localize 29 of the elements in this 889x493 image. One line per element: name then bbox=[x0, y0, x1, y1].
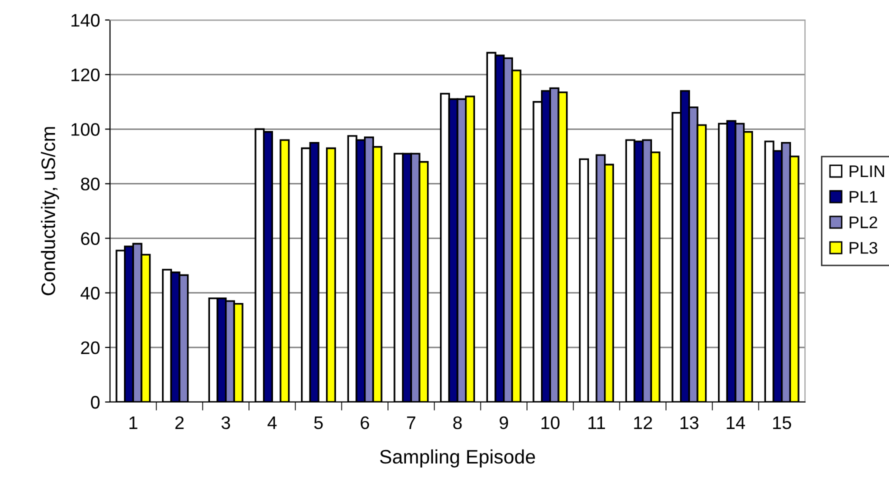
y-tick-label: 40 bbox=[80, 286, 100, 300]
x-tick-label: 13 bbox=[680, 416, 698, 430]
y-tick-label: 120 bbox=[72, 68, 100, 82]
x-tick-label: 3 bbox=[222, 416, 230, 430]
x-tick-label: 9 bbox=[500, 416, 508, 430]
x-tick-label: 5 bbox=[314, 416, 323, 430]
x-tick-label: 12 bbox=[634, 416, 652, 429]
y-tick-label: 140 bbox=[72, 14, 100, 27]
x-tick-label: 2 bbox=[175, 416, 184, 429]
y-tick-label: 20 bbox=[81, 341, 100, 354]
x-tick-label: 8 bbox=[453, 416, 462, 430]
y-tick-label: 100 bbox=[72, 123, 100, 136]
y-tick-label: 60 bbox=[81, 232, 100, 246]
y-axis-title: Conductivity, uS/cm bbox=[40, 127, 60, 296]
y-tick-label: 0 bbox=[90, 396, 100, 409]
legend-label: PL1 bbox=[850, 191, 878, 203]
legend-label: PL2 bbox=[850, 216, 878, 228]
x-tick-label: 14 bbox=[726, 416, 746, 429]
y-tick-label: 80 bbox=[80, 178, 100, 190]
legend-label: PLIN bbox=[850, 166, 884, 178]
x-axis-title: Sampling Episode bbox=[380, 449, 536, 468]
x-tick-label: 10 bbox=[542, 416, 560, 430]
x-tick-label: 7 bbox=[407, 416, 416, 429]
x-tick-label: 1 bbox=[130, 416, 138, 429]
x-tick-label: 15 bbox=[773, 416, 792, 430]
legend-label: PL3 bbox=[850, 242, 878, 254]
x-tick-label: 6 bbox=[360, 416, 370, 430]
x-tick-label: 11 bbox=[588, 416, 605, 429]
x-tick-label: 4 bbox=[268, 416, 277, 429]
